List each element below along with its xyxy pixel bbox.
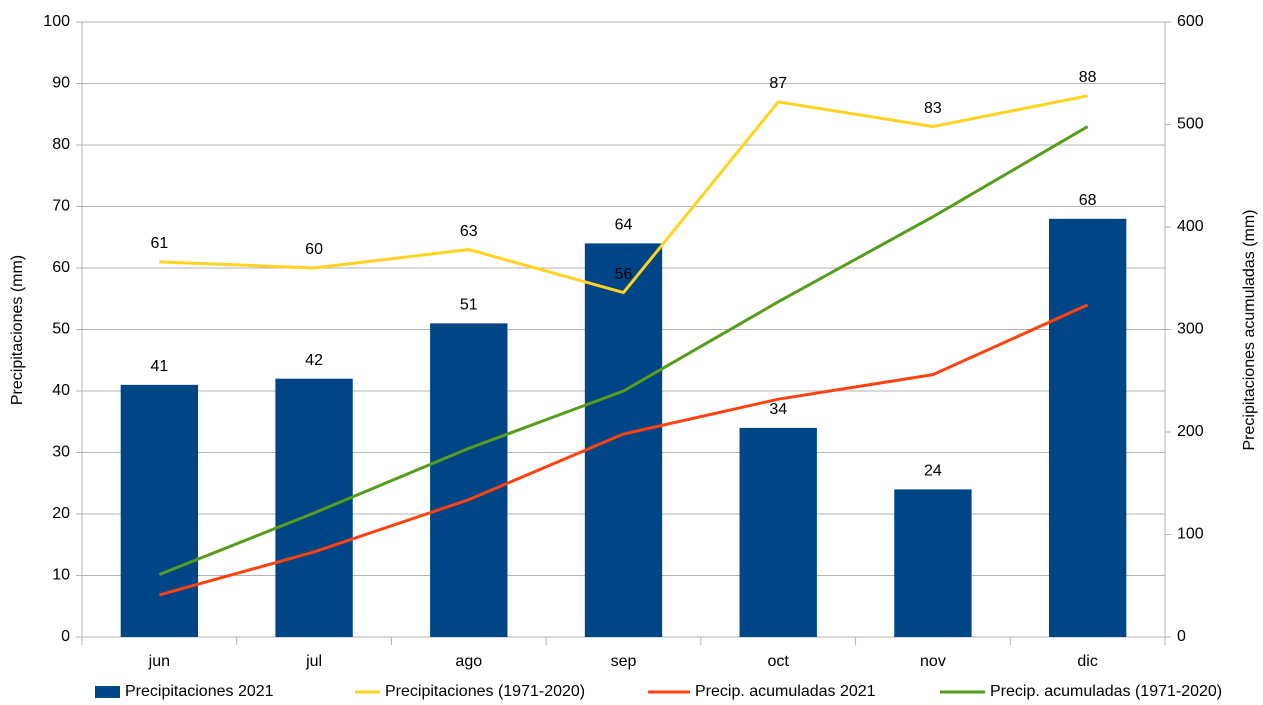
data-label: 63 <box>460 223 478 240</box>
data-label: 42 <box>305 352 323 369</box>
bar <box>739 427 817 637</box>
data-label: 61 <box>150 235 168 252</box>
y2-tick-label: 600 <box>1177 13 1204 30</box>
line <box>158 303 1089 597</box>
y2-tick-label: 100 <box>1177 526 1204 543</box>
y-tick-label: 70 <box>52 198 70 215</box>
y-tick-label: 20 <box>52 505 70 522</box>
x-tick-label: jul <box>305 653 322 670</box>
data-label: 87 <box>769 75 787 92</box>
y2-tick-label: 300 <box>1177 321 1204 338</box>
y-tick-label: 90 <box>52 75 70 92</box>
data-label: 56 <box>615 266 633 283</box>
bar <box>584 243 663 637</box>
y-tick-label: 0 <box>61 628 70 645</box>
legend-label: Precip. acumuladas (1971-2020) <box>990 683 1222 700</box>
y-tick-label: 30 <box>52 444 70 461</box>
data-label: 34 <box>769 401 787 418</box>
y2-axis-title: Precipitaciones acumuladas (mm) <box>1241 210 1258 451</box>
y2-tick-label: 400 <box>1177 218 1204 235</box>
data-label: 68 <box>1079 192 1097 209</box>
data-label: 88 <box>1079 69 1097 86</box>
x-tick-label: dic <box>1077 653 1097 670</box>
x-tick-label: sep <box>611 653 637 670</box>
bar <box>430 323 508 637</box>
y-axis-title: Precipitaciones (mm) <box>9 255 26 405</box>
x-tick-label: jun <box>148 653 170 670</box>
legend-swatch <box>95 686 120 698</box>
bar <box>275 378 353 637</box>
x-tick-label: oct <box>768 653 790 670</box>
y-tick-label: 10 <box>52 567 70 584</box>
data-label: 64 <box>615 217 633 234</box>
y-tick-label: 40 <box>52 382 70 399</box>
data-label: 24 <box>924 463 942 480</box>
y-tick-label: 60 <box>52 259 70 276</box>
y-tick-label: 80 <box>52 136 70 153</box>
bar <box>120 384 199 637</box>
y2-tick-label: 500 <box>1177 116 1204 133</box>
line <box>158 125 1089 576</box>
y2-tick-label: 200 <box>1177 423 1204 440</box>
data-label: 51 <box>460 297 478 314</box>
bar <box>1048 218 1127 638</box>
legend-label: Precipitaciones 2021 <box>125 683 274 700</box>
legend-label: Precipitaciones (1971-2020) <box>385 683 585 700</box>
bar <box>894 489 972 637</box>
y2-tick-label: 0 <box>1177 628 1186 645</box>
data-label: 83 <box>924 100 942 117</box>
x-tick-label: ago <box>455 653 482 670</box>
y-tick-label: 100 <box>43 13 70 30</box>
data-label: 60 <box>305 241 323 258</box>
y-tick-label: 50 <box>52 321 70 338</box>
line <box>159 94 1088 295</box>
data-label: 41 <box>150 358 168 375</box>
x-tick-label: nov <box>920 653 946 670</box>
legend-label: Precip. acumuladas 2021 <box>695 683 876 700</box>
